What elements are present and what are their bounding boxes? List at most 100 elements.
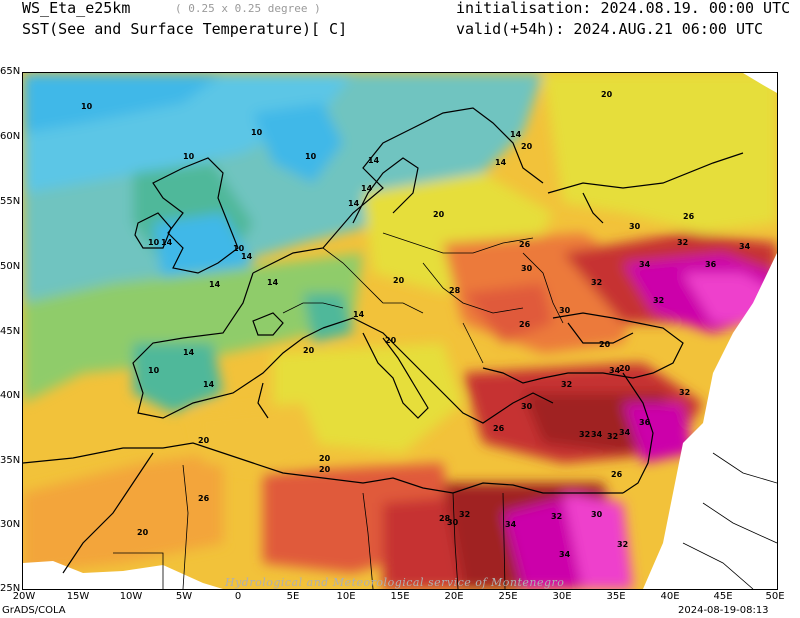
outside-domain-ne	[743, 73, 777, 93]
contour-label: 32	[459, 510, 470, 519]
contour-label: 36	[639, 418, 651, 427]
contour-label: 26	[611, 470, 623, 479]
contour-label: 30	[591, 510, 603, 519]
contour-label: 36	[705, 260, 717, 269]
lon-label-15w: 15W	[66, 591, 90, 602]
lon-label-0: 0	[234, 591, 242, 602]
temperature-field	[23, 73, 777, 589]
contour-label: 20	[137, 528, 149, 537]
contour-label: 30	[447, 518, 459, 527]
coastlines	[23, 107, 744, 574]
contour-label: 14	[348, 199, 360, 208]
contour-label: 32	[679, 388, 690, 397]
contour-label: 30	[521, 264, 533, 273]
lon-label-35e: 35E	[606, 591, 626, 602]
contour-label: 34	[591, 430, 603, 439]
contour-label: 32	[607, 432, 618, 441]
contour-label: 20	[433, 210, 445, 219]
contour-label: 26	[519, 320, 531, 329]
contour-label: 34	[559, 550, 571, 559]
contour-label: 30	[629, 222, 641, 231]
contour-label: 10	[233, 244, 245, 253]
sst-map-svg: 10 10 10 10 10 10 10 14 14 14 14 14 14 1…	[23, 73, 777, 589]
lon-label-20e: 20E	[444, 591, 464, 602]
contour-label: 14	[495, 158, 507, 167]
contour-label: 14	[209, 280, 221, 289]
footer-timestamp: 2024-08-19-08:13	[678, 605, 769, 616]
contour-label: 20	[385, 336, 397, 345]
contour-label: 32	[561, 380, 572, 389]
contour-label: 32	[579, 430, 590, 439]
contour-label: 34	[739, 242, 751, 251]
lon-label-30e: 30E	[552, 591, 572, 602]
lon-label-20w: 20W	[12, 591, 36, 602]
contour-label: 32	[591, 278, 602, 287]
lat-label-30n: 30N	[0, 519, 21, 530]
outside-domain-south	[23, 561, 223, 589]
contour-label: 10	[148, 366, 160, 375]
contour-label: 32	[551, 512, 562, 521]
contour-label: 14	[267, 278, 279, 287]
contour-label: 14	[510, 130, 522, 139]
contour-label: 14	[368, 156, 380, 165]
contour-label: 26	[198, 494, 210, 503]
lat-label-40n: 40N	[0, 390, 21, 401]
contour-label: 14	[161, 238, 173, 247]
watermark: Hydrological and Meteorological service …	[225, 576, 565, 589]
contour-label: 26	[493, 424, 505, 433]
contour-label: 32	[653, 296, 664, 305]
contour-label: 20	[198, 436, 210, 445]
contour-label: 10	[183, 152, 195, 161]
contour-label: 26	[519, 240, 531, 249]
contour-label: 30	[559, 306, 571, 315]
lat-label-60n: 60N	[0, 131, 21, 142]
lon-label-10e: 10E	[336, 591, 356, 602]
contour-labels: 10 10 10 10 10 10 10 14 14 14 14 14 14 1…	[81, 90, 751, 559]
lat-label-35n: 35N	[0, 455, 21, 466]
lat-label-25n: 25N	[0, 583, 21, 594]
lon-label-15e: 15E	[390, 591, 410, 602]
lon-label-45e: 45E	[713, 591, 733, 602]
outside-domain-east	[643, 253, 777, 589]
lat-label-45n: 45N	[0, 326, 21, 337]
lat-label-65n: 65N	[0, 66, 21, 77]
lon-label-5e: 5E	[286, 591, 300, 602]
contour-label: 14	[183, 348, 195, 357]
contour-label: 28	[449, 286, 461, 295]
contour-label: 14	[361, 184, 373, 193]
contour-label: 14	[353, 310, 365, 319]
contour-label: 20	[521, 142, 533, 151]
footer-credit: GrADS/COLA	[2, 605, 66, 616]
contour-label: 10	[148, 238, 160, 247]
contour-label: 10	[305, 152, 317, 161]
model-title: WS_Eta_e25km	[22, 0, 131, 17]
contour-label: 20	[303, 346, 315, 355]
contour-label: 20	[601, 90, 613, 99]
contour-label: 32	[617, 540, 628, 549]
lon-label-25e: 25E	[498, 591, 518, 602]
contour-label: 34	[619, 428, 631, 437]
resolution-label: ( 0.25 x 0.25 degree )	[175, 2, 321, 15]
lon-label-10w: 10W	[119, 591, 143, 602]
variable-title: SST(See and Surface Temperature)[ C]	[22, 20, 348, 38]
country-borders	[113, 232, 777, 589]
contour-label: 30	[521, 402, 533, 411]
contour-label: 34	[639, 260, 651, 269]
lat-label-55n: 55N	[0, 196, 21, 207]
contour-label: 32	[677, 238, 688, 247]
lon-label-50e: 50E	[765, 591, 785, 602]
contour-label: 20	[599, 340, 611, 349]
initialisation-time: initialisation: 2024.08.19. 00:00 UTC	[456, 0, 791, 17]
contour-label: 10	[81, 102, 93, 111]
contour-label: 14	[203, 380, 215, 389]
contour-label: 28	[439, 514, 451, 523]
lon-label-40e: 40E	[660, 591, 680, 602]
contour-label: 14	[241, 252, 253, 261]
valid-time: valid(+54h): 2024.AUG.21 06:00 UTC	[456, 20, 764, 38]
lon-label-5w: 5W	[175, 591, 193, 602]
contour-label: 34	[505, 520, 517, 529]
contour-label: 20	[319, 465, 331, 474]
contour-label: 26	[683, 212, 695, 221]
contour-label: 34	[609, 366, 621, 375]
contour-label: 20	[319, 454, 331, 463]
